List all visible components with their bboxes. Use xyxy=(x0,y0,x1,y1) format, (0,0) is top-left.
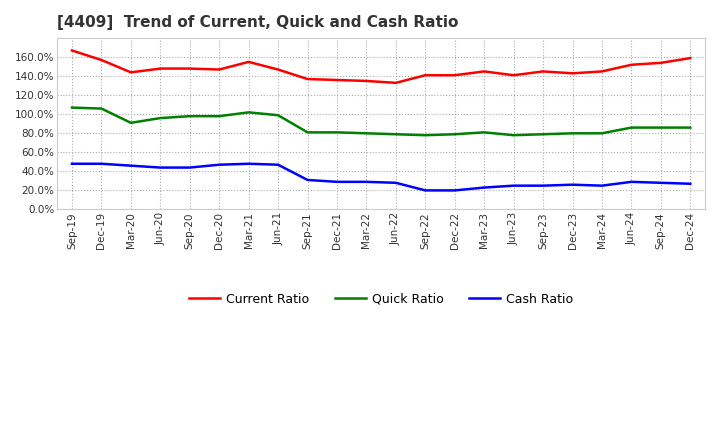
Cash Ratio xyxy=(421,188,430,193)
Line: Cash Ratio: Cash Ratio xyxy=(72,164,690,191)
Current Ratio xyxy=(598,69,606,74)
Cash Ratio xyxy=(568,182,577,187)
Quick Ratio xyxy=(686,125,695,130)
Cash Ratio xyxy=(509,183,518,188)
Current Ratio xyxy=(539,69,547,74)
Quick Ratio xyxy=(392,132,400,137)
Text: [4409]  Trend of Current, Quick and Cash Ratio: [4409] Trend of Current, Quick and Cash … xyxy=(58,15,459,30)
Quick Ratio xyxy=(509,132,518,138)
Line: Current Ratio: Current Ratio xyxy=(72,51,690,83)
Current Ratio xyxy=(156,66,165,71)
Quick Ratio xyxy=(186,114,194,119)
Quick Ratio xyxy=(568,131,577,136)
Current Ratio xyxy=(451,73,459,78)
Cash Ratio xyxy=(627,179,636,184)
Quick Ratio xyxy=(274,113,282,118)
Current Ratio xyxy=(392,80,400,85)
Cash Ratio xyxy=(362,179,371,184)
Current Ratio xyxy=(244,59,253,65)
Quick Ratio xyxy=(657,125,665,130)
Current Ratio xyxy=(127,70,135,75)
Cash Ratio xyxy=(274,162,282,167)
Quick Ratio xyxy=(451,132,459,137)
Quick Ratio xyxy=(421,132,430,138)
Quick Ratio xyxy=(539,132,547,137)
Current Ratio xyxy=(480,69,488,74)
Current Ratio xyxy=(686,55,695,61)
Cash Ratio xyxy=(127,163,135,169)
Quick Ratio xyxy=(480,130,488,135)
Cash Ratio xyxy=(244,161,253,166)
Current Ratio xyxy=(215,67,223,72)
Current Ratio xyxy=(509,73,518,78)
Current Ratio xyxy=(97,57,106,62)
Cash Ratio xyxy=(480,185,488,190)
Quick Ratio xyxy=(627,125,636,130)
Current Ratio xyxy=(657,60,665,66)
Quick Ratio xyxy=(215,114,223,119)
Quick Ratio xyxy=(68,105,76,110)
Current Ratio xyxy=(186,66,194,71)
Quick Ratio xyxy=(244,110,253,115)
Quick Ratio xyxy=(598,131,606,136)
Legend: Current Ratio, Quick Ratio, Cash Ratio: Current Ratio, Quick Ratio, Cash Ratio xyxy=(184,288,578,311)
Cash Ratio xyxy=(333,179,341,184)
Cash Ratio xyxy=(539,183,547,188)
Quick Ratio xyxy=(97,106,106,111)
Cash Ratio xyxy=(97,161,106,166)
Cash Ratio xyxy=(451,188,459,193)
Quick Ratio xyxy=(362,131,371,136)
Quick Ratio xyxy=(127,120,135,125)
Cash Ratio xyxy=(392,180,400,185)
Cash Ratio xyxy=(303,177,312,183)
Cash Ratio xyxy=(215,162,223,167)
Current Ratio xyxy=(303,77,312,82)
Cash Ratio xyxy=(598,183,606,188)
Current Ratio xyxy=(68,48,76,53)
Cash Ratio xyxy=(686,181,695,187)
Quick Ratio xyxy=(303,130,312,135)
Cash Ratio xyxy=(156,165,165,170)
Current Ratio xyxy=(627,62,636,67)
Line: Quick Ratio: Quick Ratio xyxy=(72,108,690,135)
Quick Ratio xyxy=(333,130,341,135)
Quick Ratio xyxy=(156,115,165,121)
Current Ratio xyxy=(362,78,371,84)
Current Ratio xyxy=(421,73,430,78)
Cash Ratio xyxy=(68,161,76,166)
Current Ratio xyxy=(333,77,341,83)
Current Ratio xyxy=(274,67,282,72)
Current Ratio xyxy=(568,71,577,76)
Cash Ratio xyxy=(186,165,194,170)
Cash Ratio xyxy=(657,180,665,185)
